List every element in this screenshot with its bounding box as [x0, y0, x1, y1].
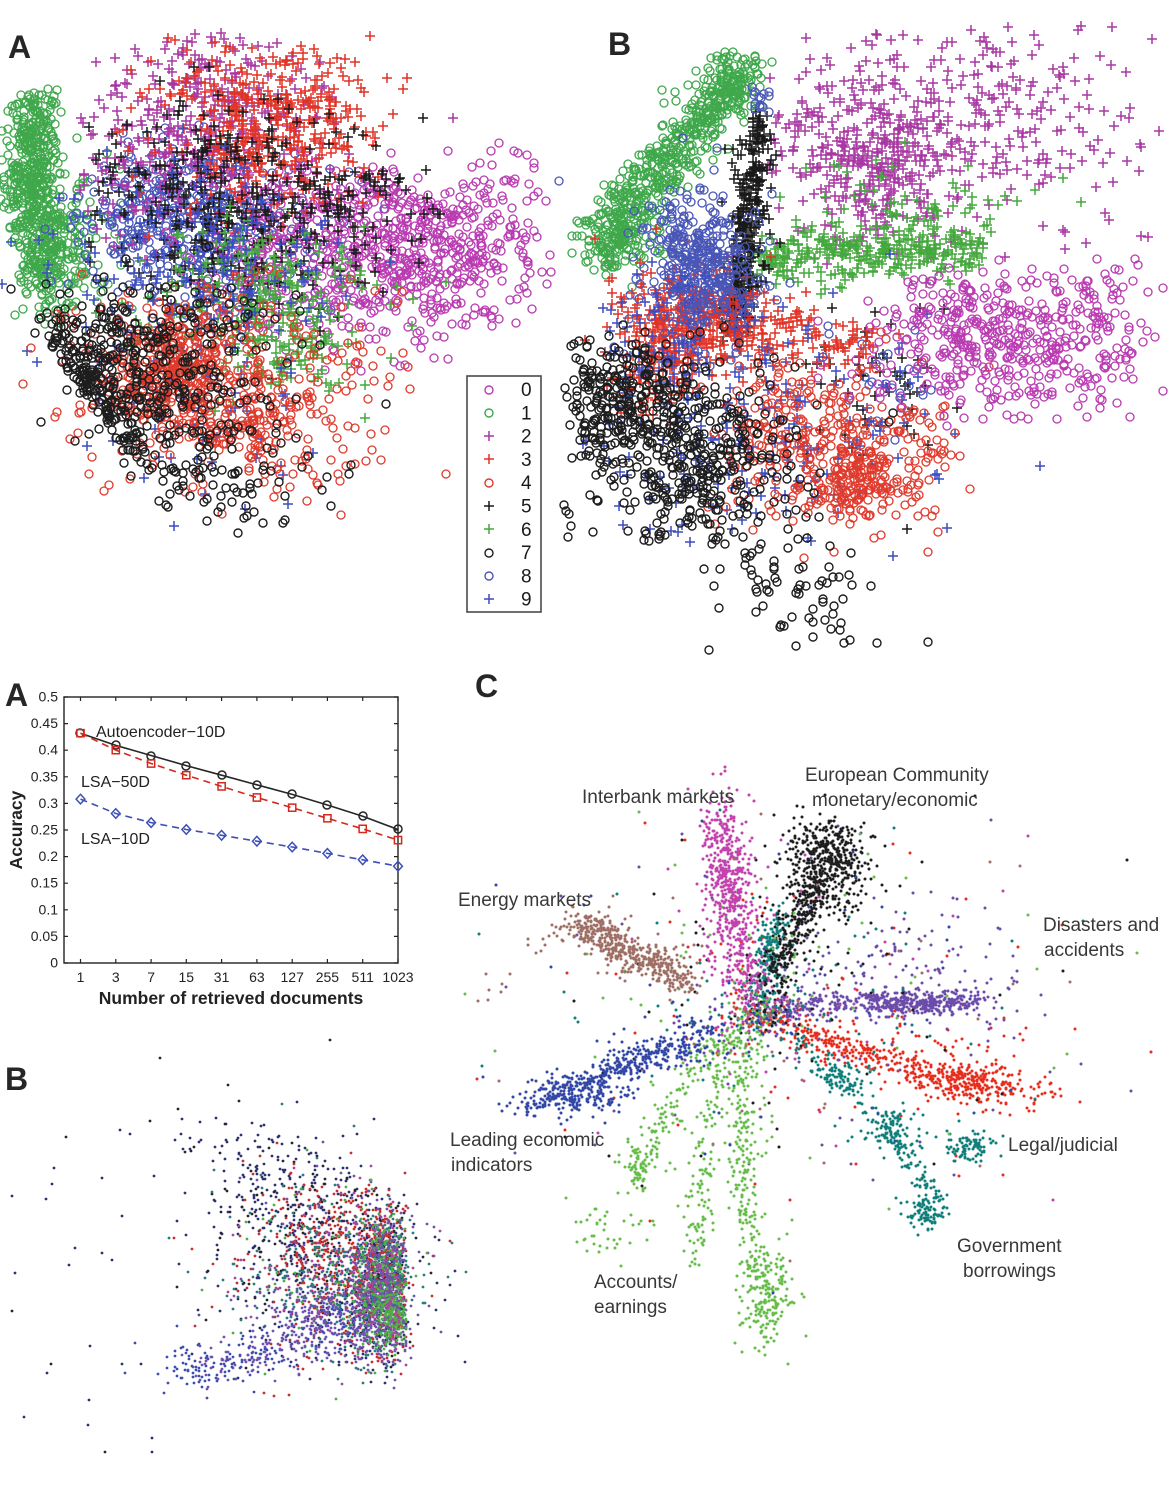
svg-text:accidents: accidents	[1044, 940, 1124, 961]
svg-text:0.45: 0.45	[31, 715, 58, 731]
svg-text:0.5: 0.5	[39, 689, 59, 705]
svg-text:31: 31	[214, 969, 230, 985]
svg-text:LSA−50D: LSA−50D	[81, 774, 150, 791]
svg-text:Legal/judicial: Legal/judicial	[1008, 1135, 1118, 1156]
svg-text:1: 1	[521, 403, 532, 424]
svg-text:European Community: European Community	[805, 765, 989, 786]
svg-text:5: 5	[521, 497, 532, 518]
svg-text:15: 15	[179, 969, 195, 985]
svg-text:Accounts/: Accounts/	[594, 1272, 678, 1293]
svg-text:7: 7	[147, 969, 155, 985]
svg-text:3: 3	[112, 969, 120, 985]
svg-text:C: C	[475, 668, 498, 704]
svg-text:Accuracy: Accuracy	[6, 790, 26, 869]
svg-text:A: A	[5, 677, 28, 713]
svg-text:B: B	[5, 1061, 28, 1097]
svg-text:Interbank markets: Interbank markets	[582, 787, 734, 808]
svg-text:127: 127	[281, 969, 305, 985]
svg-text:Disasters and: Disasters and	[1043, 915, 1159, 936]
svg-text:63: 63	[249, 969, 265, 985]
svg-text:0.05: 0.05	[31, 928, 58, 944]
svg-text:0.35: 0.35	[31, 768, 58, 784]
svg-text:3: 3	[521, 450, 532, 471]
svg-text:indicators: indicators	[451, 1155, 532, 1176]
svg-text:Government: Government	[957, 1236, 1062, 1257]
svg-text:borrowings: borrowings	[963, 1261, 1056, 1282]
svg-text:0: 0	[50, 955, 58, 971]
svg-text:earnings: earnings	[594, 1297, 667, 1318]
svg-text:2: 2	[521, 427, 532, 448]
svg-text:0.15: 0.15	[31, 875, 58, 891]
svg-text:4: 4	[521, 473, 532, 494]
svg-text:8: 8	[521, 566, 532, 587]
svg-text:0.3: 0.3	[39, 795, 59, 811]
svg-text:Energy markets: Energy markets	[458, 890, 591, 911]
svg-text:Leading economic: Leading economic	[450, 1130, 604, 1151]
svg-text:0.2: 0.2	[39, 848, 59, 864]
svg-text:0.1: 0.1	[39, 901, 59, 917]
svg-text:0.25: 0.25	[31, 822, 58, 838]
svg-text:9: 9	[521, 590, 532, 611]
svg-text:LSA−10D: LSA−10D	[81, 831, 150, 848]
svg-text:monetary/economic: monetary/economic	[812, 790, 978, 811]
svg-text:255: 255	[316, 969, 340, 985]
svg-text:6: 6	[521, 520, 532, 541]
svg-text:1023: 1023	[382, 969, 413, 985]
svg-text:Number of retrieved documents: Number of retrieved documents	[99, 988, 364, 1008]
svg-text:511: 511	[352, 969, 375, 985]
svg-text:A: A	[8, 29, 31, 65]
svg-text:0: 0	[521, 380, 532, 401]
svg-text:7: 7	[521, 543, 532, 564]
svg-text:1: 1	[77, 969, 85, 985]
svg-text:0.4: 0.4	[39, 742, 59, 758]
svg-text:B: B	[608, 26, 631, 62]
svg-text:Autoencoder−10D: Autoencoder−10D	[96, 724, 225, 741]
